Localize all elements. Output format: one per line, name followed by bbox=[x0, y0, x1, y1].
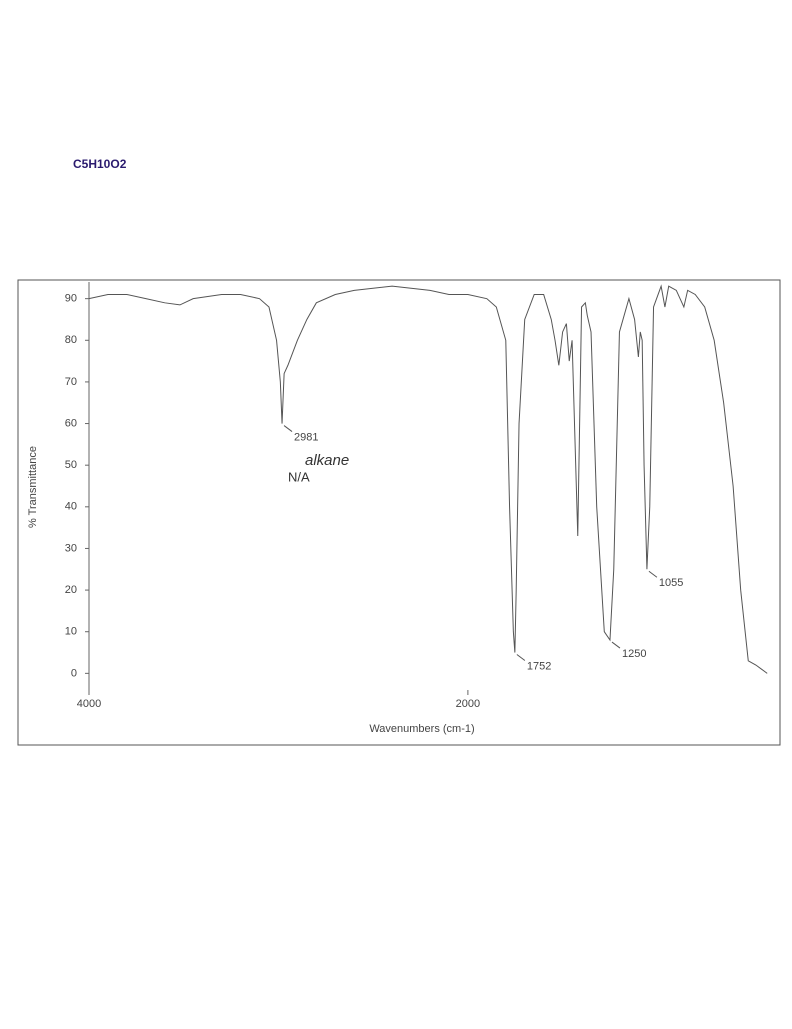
y-tick-label: 80 bbox=[65, 334, 77, 346]
y-tick-label: 20 bbox=[65, 584, 77, 596]
chart-title: C5H10O2 bbox=[73, 157, 127, 171]
annotation-label: 1250 bbox=[622, 648, 646, 660]
annotation-leader bbox=[283, 425, 293, 432]
y-tick-label: 40 bbox=[65, 501, 77, 513]
y-tick-label: 90 bbox=[65, 293, 77, 305]
x-tick-label: 2000 bbox=[456, 698, 480, 710]
annotation-leader bbox=[611, 641, 621, 649]
annotation-label: 1055 bbox=[659, 577, 683, 589]
y-tick-label: 50 bbox=[65, 459, 77, 471]
frame bbox=[17, 279, 781, 746]
y-tick-label: 10 bbox=[65, 626, 77, 638]
y-tick-label: 30 bbox=[65, 542, 77, 554]
x-tick-label: 4000 bbox=[77, 698, 101, 710]
note: alkane bbox=[305, 452, 349, 469]
x-axis-label: Wavenumbers (cm-1) bbox=[369, 723, 474, 735]
annotation-label: 1752 bbox=[527, 660, 551, 672]
spectrum-line bbox=[88, 284, 768, 674]
y-tick-label: 60 bbox=[65, 417, 77, 429]
y-tick-label: 70 bbox=[65, 376, 77, 388]
annotation-leader bbox=[648, 570, 658, 578]
y-axis-label: % Transmittance bbox=[27, 446, 39, 528]
annotation-label: 2981 bbox=[294, 431, 318, 443]
annotation-leader bbox=[516, 654, 526, 661]
y-tick-label: 0 bbox=[71, 667, 77, 679]
note: N/A bbox=[288, 469, 310, 484]
